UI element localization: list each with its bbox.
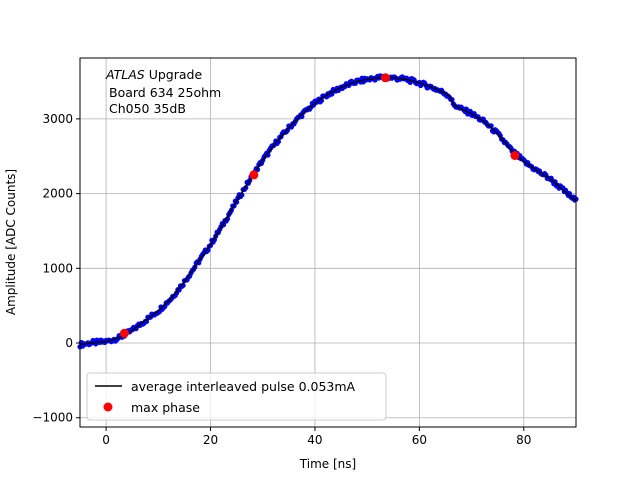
max-phase-point <box>249 170 259 180</box>
x-axis-label: Time [ns] <box>299 457 356 471</box>
y-axis-label: Amplitude [ADC Counts] <box>4 169 18 315</box>
max-phase-point <box>380 73 390 83</box>
x-tick-label: 40 <box>307 433 322 447</box>
x-tick-label: 0 <box>102 433 110 447</box>
annotation-line2: Board 634 25ohm <box>109 85 221 100</box>
x-tick-label: 80 <box>516 433 531 447</box>
max-phase-point <box>510 150 520 160</box>
legend-entry-average: average interleaved pulse 0.053mA <box>131 379 356 394</box>
x-tick-label: 20 <box>203 433 218 447</box>
max-phase-point <box>119 328 129 338</box>
legend-entry-max-phase: max phase <box>131 400 200 415</box>
plot-frame <box>79 57 577 428</box>
x-tick-label: 60 <box>412 433 427 447</box>
legend: average interleaved pulse 0.053mA max ph… <box>86 372 387 421</box>
legend-marker-swatch <box>103 402 113 412</box>
y-tick-label: 0 <box>65 336 73 350</box>
y-tick-label: 2000 <box>42 187 73 201</box>
annotation-line3: Ch050 35dB <box>109 101 186 116</box>
annotation-line1: ATLAS Upgrade <box>105 67 202 82</box>
y-tick-label: 1000 <box>42 261 73 275</box>
average-pulse-line <box>79 76 577 346</box>
y-tick-label: 3000 <box>42 112 73 126</box>
y-tick-label: −1000 <box>32 411 73 425</box>
legend-box <box>86 372 387 421</box>
